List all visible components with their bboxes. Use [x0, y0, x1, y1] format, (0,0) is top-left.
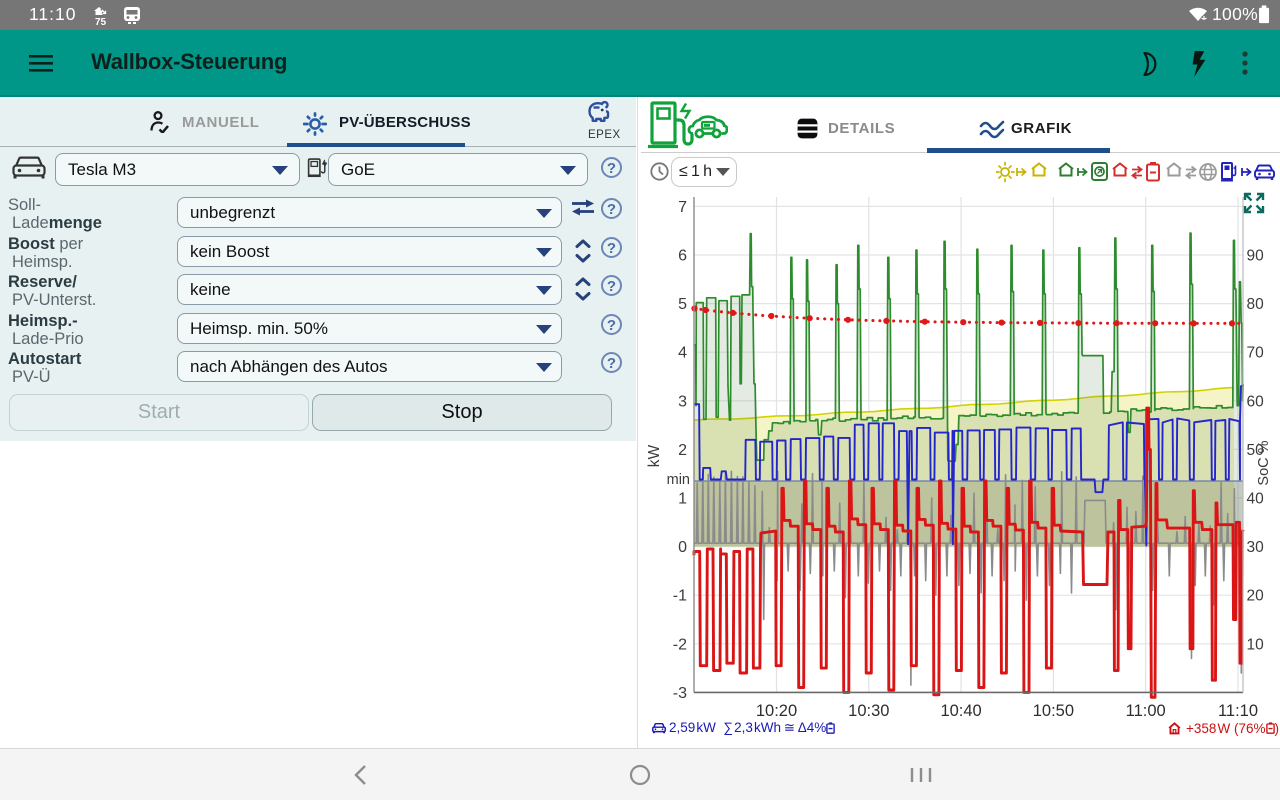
svg-text:40: 40: [1247, 491, 1265, 508]
svg-text:10:40: 10:40: [940, 702, 981, 720]
svg-text:30: 30: [1247, 539, 1265, 556]
svg-text:10:50: 10:50: [1033, 702, 1074, 720]
svg-text:90: 90: [1247, 248, 1265, 265]
svg-text:5: 5: [678, 296, 687, 313]
svg-text:SoC %: SoC %: [1256, 440, 1272, 485]
svg-text:50: 50: [1247, 442, 1265, 459]
svg-text:min: min: [667, 472, 690, 488]
svg-text:10: 10: [1247, 636, 1265, 653]
svg-text:3: 3: [678, 393, 687, 410]
svg-text:10:30: 10:30: [848, 702, 889, 720]
svg-text:2: 2: [678, 442, 687, 459]
svg-text:7: 7: [678, 199, 687, 216]
svg-text:-2: -2: [673, 636, 687, 653]
svg-text:-1: -1: [673, 588, 687, 605]
svg-text:4: 4: [678, 345, 687, 362]
svg-text:20: 20: [1247, 588, 1265, 605]
svg-text:70: 70: [1247, 345, 1265, 362]
svg-text:1: 1: [678, 491, 687, 508]
svg-text:-3: -3: [673, 685, 687, 702]
svg-text:kW: kW: [646, 444, 663, 467]
svg-text:11:10: 11:10: [1218, 702, 1258, 720]
svg-text:6: 6: [678, 248, 687, 265]
svg-text:0: 0: [678, 539, 687, 556]
svg-text:10:20: 10:20: [756, 702, 797, 720]
svg-text:75: 75: [95, 17, 107, 27]
svg-text:80: 80: [1247, 296, 1265, 313]
svg-text:11:00: 11:00: [1126, 702, 1166, 720]
svg-text:60: 60: [1247, 393, 1265, 410]
